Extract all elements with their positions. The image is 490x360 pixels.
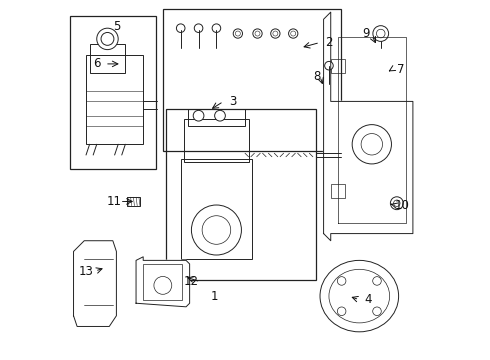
Circle shape	[352, 125, 392, 164]
Text: 6: 6	[93, 57, 100, 71]
Text: 9: 9	[363, 27, 370, 40]
Bar	[184, 119, 248, 162]
Text: 3: 3	[229, 95, 236, 108]
Polygon shape	[74, 241, 117, 327]
Bar	[331, 59, 345, 73]
Ellipse shape	[320, 260, 398, 332]
Bar	[167, 109, 317, 280]
Circle shape	[194, 24, 203, 32]
Circle shape	[376, 29, 385, 38]
Text: 12: 12	[184, 275, 199, 288]
Text: 8: 8	[313, 70, 320, 83]
Polygon shape	[136, 257, 190, 307]
Circle shape	[215, 111, 225, 121]
Bar	[181, 158, 252, 258]
Bar	[163, 9, 342, 152]
Circle shape	[325, 62, 333, 70]
Bar	[331, 184, 345, 198]
Circle shape	[373, 276, 381, 285]
Circle shape	[291, 31, 296, 36]
Bar	[188, 109, 245, 126]
Circle shape	[391, 197, 403, 210]
Polygon shape	[323, 12, 413, 241]
Circle shape	[193, 111, 204, 121]
Circle shape	[154, 276, 172, 294]
Circle shape	[253, 29, 262, 38]
Circle shape	[373, 26, 389, 41]
Text: 10: 10	[395, 198, 410, 212]
Circle shape	[337, 307, 346, 315]
Text: 4: 4	[365, 293, 372, 306]
Bar	[70, 16, 156, 169]
Bar	[127, 197, 140, 206]
Circle shape	[270, 29, 280, 38]
Circle shape	[373, 307, 381, 315]
Circle shape	[202, 216, 231, 244]
Circle shape	[97, 28, 118, 50]
Text: 5: 5	[113, 20, 120, 33]
Circle shape	[273, 31, 278, 36]
Text: 7: 7	[396, 63, 404, 76]
Bar	[90, 44, 125, 73]
Circle shape	[393, 200, 400, 206]
Circle shape	[176, 24, 185, 32]
Bar	[143, 264, 182, 300]
Text: 11: 11	[107, 195, 122, 208]
Ellipse shape	[329, 269, 390, 323]
Bar	[86, 55, 143, 144]
Circle shape	[101, 32, 114, 45]
Circle shape	[192, 205, 242, 255]
Circle shape	[255, 31, 260, 36]
Circle shape	[212, 24, 220, 32]
Text: 2: 2	[325, 36, 333, 49]
Text: 13: 13	[78, 265, 94, 278]
Circle shape	[233, 29, 243, 38]
Circle shape	[289, 29, 298, 38]
Circle shape	[337, 276, 346, 285]
Text: 1: 1	[211, 289, 219, 303]
Circle shape	[235, 31, 241, 36]
Circle shape	[361, 134, 383, 155]
